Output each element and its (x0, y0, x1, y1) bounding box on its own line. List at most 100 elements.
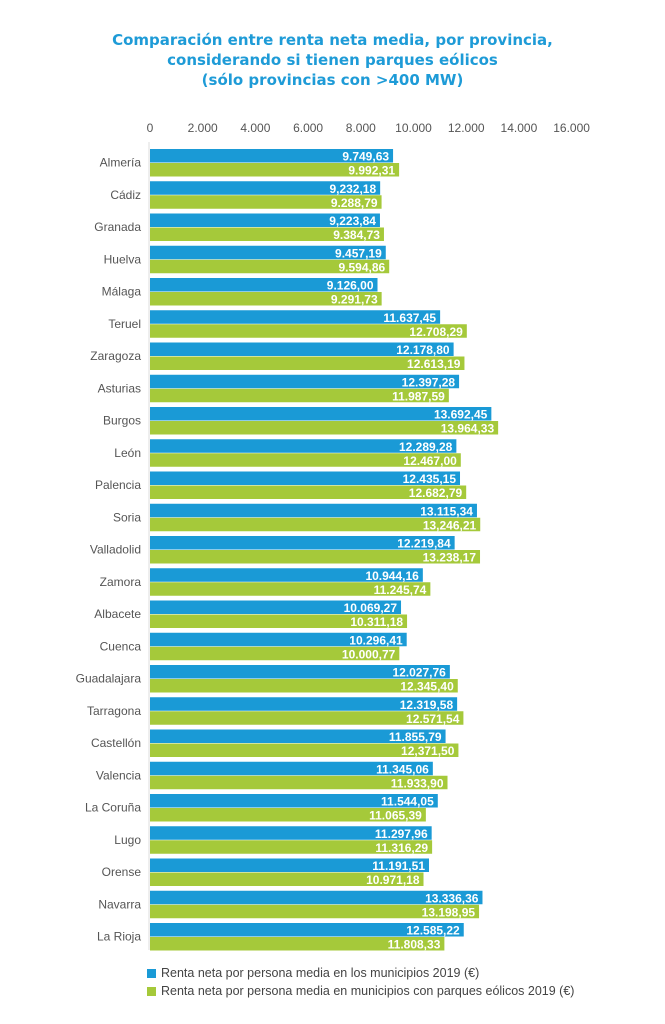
chart-title: Comparación entre renta neta media, por … (0, 30, 665, 90)
data-label: 9,223,84 (329, 214, 376, 228)
bar-municipios (150, 342, 454, 356)
data-label: 11.316,29 (375, 841, 428, 855)
x-tick-label: 2.000 (188, 121, 218, 135)
category-label: Teruel (108, 317, 141, 331)
x-tick-label: 12.000 (448, 121, 485, 135)
bar-municipios (150, 600, 402, 614)
bar-municipios (150, 310, 441, 324)
bar-municipios (150, 858, 430, 872)
data-label: 12.613,19 (407, 357, 461, 371)
data-label: 12.708,29 (409, 325, 463, 339)
bar-parques-eolicos (150, 324, 467, 338)
data-label: 12.219,84 (397, 537, 451, 551)
bar-parques-eolicos (150, 421, 499, 435)
bar-parques-eolicos (150, 195, 382, 209)
data-label: 13.238,17 (423, 551, 477, 565)
legend-swatch-green (147, 986, 156, 996)
legend: Renta neta por persona media en los muni… (147, 964, 574, 1000)
data-label: 9.384,73 (333, 228, 380, 242)
data-label: 9,232,18 (329, 182, 376, 196)
x-tick-label: 0 (147, 121, 154, 135)
category-label: Tarragona (87, 704, 141, 718)
data-label: 9.992,31 (348, 164, 395, 178)
data-label: 13.692,45 (434, 408, 488, 422)
bar-parques-eolicos (150, 808, 426, 822)
category-label: Granada (94, 220, 141, 234)
category-label: Castellón (91, 736, 141, 750)
legend-label: Renta neta por persona media en los muni… (161, 966, 480, 980)
bar-parques-eolicos (150, 292, 382, 306)
chart-title-line-3: (sólo provincias con >400 MW) (201, 71, 464, 89)
data-label: 11.987,59 (392, 389, 445, 403)
data-label: 11.808,33 (388, 938, 441, 952)
chart-title-line-1: Comparación entre renta neta media, por … (112, 31, 553, 49)
data-label: 9.457,19 (335, 246, 382, 260)
data-label: 13.115,34 (420, 504, 473, 518)
x-tick-label: 10.000 (395, 121, 432, 135)
bar-municipios (150, 503, 477, 518)
bar-municipios (150, 213, 380, 227)
category-label: Valencia (96, 768, 141, 782)
legend-item-parques: Renta neta por persona media en municipi… (147, 982, 574, 1000)
data-label: 11.855,79 (389, 730, 442, 744)
x-tick-label: 6.000 (293, 121, 323, 135)
data-label: 13.336,36 (425, 891, 479, 905)
data-label: 11.637,45 (383, 311, 436, 325)
data-label: 12.585,22 (406, 924, 460, 938)
data-label: 11.544,05 (381, 795, 434, 809)
x-tick-label: 16.000 (553, 121, 590, 135)
data-label: 12.289,28 (399, 440, 453, 454)
bar-municipios (150, 471, 461, 485)
data-label: 11.933,90 (391, 776, 444, 790)
bar-parques-eolicos (150, 743, 459, 757)
bar-parques-eolicos (150, 227, 384, 241)
data-label: 11.065,39 (369, 809, 422, 823)
data-label: 10.069,27 (344, 601, 398, 615)
bar-parques-eolicos (150, 711, 464, 725)
category-label: Huelva (104, 252, 142, 266)
data-label: 12.467,00 (403, 454, 457, 468)
bar-parques-eolicos (150, 937, 445, 951)
category-label: Burgos (103, 414, 141, 428)
bar-municipios (150, 568, 423, 582)
bar-municipios (150, 665, 450, 679)
bar-municipios (150, 536, 455, 550)
bar-municipios (150, 923, 464, 937)
data-label: 11.297,96 (375, 827, 428, 841)
category-label: Zamora (100, 575, 142, 589)
data-label: 13.964,33 (441, 422, 495, 436)
data-label: 12.027,76 (392, 666, 446, 680)
bar-municipios (150, 149, 394, 163)
bar-municipios (150, 632, 407, 647)
data-label: 9.126,00 (327, 279, 374, 293)
bar-parques-eolicos (150, 517, 481, 532)
bar-parques-eolicos (150, 646, 400, 661)
bar-parques-eolicos (150, 679, 458, 693)
legend-item-municipios: Renta neta por persona media en los muni… (147, 964, 574, 982)
category-label: Asturias (98, 381, 141, 395)
category-label: Guadalajara (76, 672, 142, 686)
bar-municipios (150, 697, 458, 711)
bar-parques-eolicos (150, 453, 461, 467)
x-tick-label: 8.000 (346, 121, 376, 135)
category-label: Lugo (114, 833, 141, 847)
data-label: 9.594,86 (338, 260, 385, 274)
category-label: Zaragoza (90, 349, 141, 363)
data-label: 12.435,15 (403, 472, 457, 486)
data-label: 12.682,79 (409, 486, 463, 500)
category-label: Orense (102, 865, 142, 879)
x-tick-label: 4.000 (240, 121, 270, 135)
bar-municipios (150, 439, 457, 453)
category-label: Cádiz (110, 188, 141, 202)
category-label: Cuenca (100, 639, 142, 653)
data-label: 12,371,50 (401, 744, 455, 758)
category-label: La Rioja (97, 930, 141, 944)
bar-parques-eolicos (150, 259, 390, 274)
category-label: Valladolid (90, 543, 141, 557)
category-label: Soria (113, 510, 141, 524)
category-label: Almería (100, 156, 142, 170)
bar-parques-eolicos (150, 872, 424, 886)
bar-municipios (150, 407, 492, 421)
bar-municipios (150, 826, 432, 840)
data-label: 13.198,95 (422, 905, 476, 919)
